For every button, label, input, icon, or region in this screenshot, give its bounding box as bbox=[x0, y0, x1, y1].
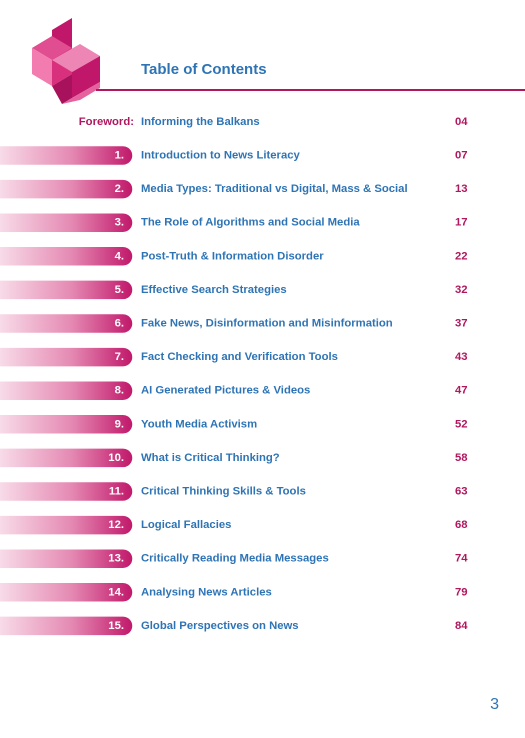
entry-page: 63 bbox=[455, 485, 468, 497]
entry-number: 14. bbox=[108, 586, 124, 598]
entry-title: Logical Fallacies bbox=[141, 519, 231, 531]
number-pill bbox=[0, 447, 134, 469]
entry-page: 17 bbox=[455, 217, 468, 229]
number-pill bbox=[0, 211, 134, 234]
entry-page: 52 bbox=[455, 418, 468, 430]
entry-number: 8. bbox=[115, 385, 124, 397]
entry-number: 9. bbox=[115, 418, 124, 430]
page-number: 3 bbox=[490, 696, 499, 713]
number-pill bbox=[0, 346, 134, 368]
entry-page: 84 bbox=[455, 620, 468, 632]
entry-title: Fact Checking and Verification Tools bbox=[141, 351, 338, 363]
entry-title: Effective Search Strategies bbox=[141, 284, 287, 296]
entry-title: Critical Thinking Skills & Tools bbox=[141, 485, 306, 497]
foreword-label: Foreword: bbox=[79, 116, 134, 128]
entry-page: 07 bbox=[455, 149, 468, 161]
title: Table of Contents bbox=[141, 61, 267, 78]
entry-page: 22 bbox=[455, 250, 468, 262]
number-pill bbox=[0, 581, 134, 604]
entry-number: 15. bbox=[108, 620, 124, 632]
number-pill bbox=[0, 480, 134, 503]
entry-title: AI Generated Pictures & Videos bbox=[141, 385, 310, 397]
foreword-title: Informing the Balkans bbox=[141, 116, 260, 128]
entry-number: 3. bbox=[115, 217, 124, 229]
entry-page: 37 bbox=[455, 317, 468, 329]
entry-number: 10. bbox=[108, 452, 124, 464]
entry-page: 43 bbox=[455, 351, 468, 363]
entry-number: 5. bbox=[115, 284, 124, 296]
number-pill bbox=[0, 245, 134, 268]
entry-number: 7. bbox=[115, 351, 124, 363]
foreword-page: 04 bbox=[455, 116, 468, 128]
entry-page: 47 bbox=[455, 385, 468, 397]
entry-page: 58 bbox=[455, 452, 468, 464]
entry-number: 6. bbox=[115, 317, 124, 329]
number-pill bbox=[0, 279, 134, 301]
entry-number: 4. bbox=[115, 250, 124, 262]
entry-title: Youth Media Activism bbox=[141, 418, 257, 430]
entry-title: What is Critical Thinking? bbox=[141, 452, 280, 464]
entry-number: 2. bbox=[115, 183, 124, 195]
number-pill bbox=[0, 312, 134, 335]
entry-title: Global Perspectives on News bbox=[141, 620, 299, 632]
entry-page: 79 bbox=[455, 586, 468, 598]
number-pill bbox=[0, 379, 134, 402]
entry-title: Fake News, Disinformation and Misinforma… bbox=[141, 317, 393, 329]
entry-title: Analysing News Articles bbox=[141, 586, 272, 598]
number-pill bbox=[0, 615, 134, 637]
entry-number: 13. bbox=[108, 553, 124, 565]
entry-title: Critically Reading Media Messages bbox=[141, 553, 329, 565]
number-pill bbox=[0, 144, 134, 167]
entry-title: The Role of Algorithms and Social Media bbox=[141, 217, 360, 229]
number-pill bbox=[0, 413, 134, 436]
number-pill bbox=[0, 547, 134, 570]
entry-number: 12. bbox=[108, 519, 124, 531]
entry-title: Post-Truth & Information Disorder bbox=[141, 250, 324, 262]
entry-page: 13 bbox=[455, 183, 468, 195]
entry-title: Introduction to News Literacy bbox=[141, 149, 301, 161]
entry-number: 11. bbox=[109, 485, 124, 497]
entry-page: 68 bbox=[455, 519, 468, 531]
number-pill bbox=[0, 514, 134, 536]
entry-number: 1. bbox=[115, 149, 124, 161]
entry-title: Media Types: Traditional vs Digital, Mas… bbox=[141, 183, 408, 195]
number-pill bbox=[0, 178, 134, 200]
entry-page: 32 bbox=[455, 284, 468, 296]
logo bbox=[32, 18, 100, 104]
entry-page: 74 bbox=[455, 553, 468, 565]
